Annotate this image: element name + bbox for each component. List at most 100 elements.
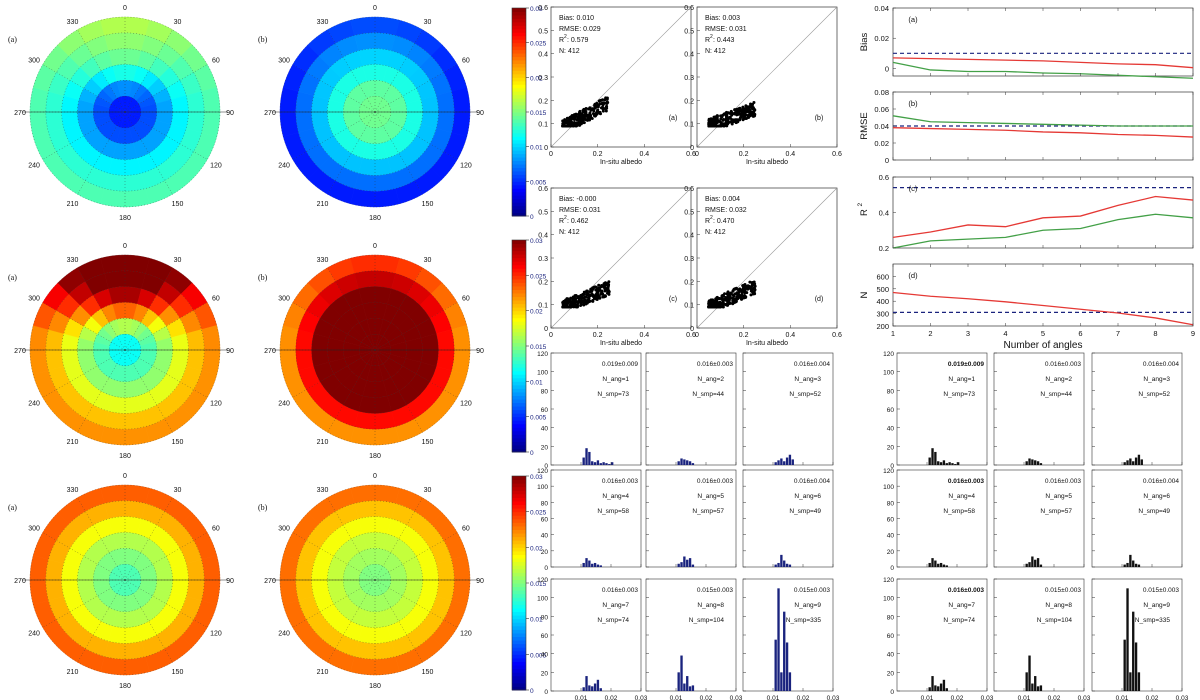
scatter-point [731, 293, 735, 297]
polar-angle-label: 60 [212, 526, 220, 533]
histogram-bar [937, 563, 940, 567]
colorbar-swatch [512, 427, 526, 432]
scatter-point [572, 116, 576, 120]
histogram-bar [1129, 554, 1132, 567]
scatter-point [595, 109, 599, 113]
scatter-point [721, 301, 725, 305]
colorbar-swatch [512, 174, 526, 179]
polar-angle-label: 330 [317, 257, 329, 264]
colorbar-swatch [512, 413, 526, 418]
x-tick-label: 0.02 [1048, 695, 1061, 700]
scatter-point [600, 289, 604, 293]
polar-plot-2-a: 0 30 60 90 120 150 180 210 240 270 300 330 (a) [8, 243, 234, 460]
colorbar-swatch [512, 53, 526, 58]
polar-angle-label: 180 [369, 683, 381, 690]
colorbar-swatch [512, 661, 526, 666]
scatter-point [569, 122, 573, 126]
colorbar-swatch [512, 607, 526, 613]
colorbar-swatch [512, 268, 526, 273]
colorbar-tick-label: 0.005 [530, 652, 547, 659]
scatter-point [583, 298, 587, 302]
colorbar-swatch [512, 181, 526, 186]
y-tick-label: 0.5 [538, 28, 548, 35]
scatter-point [601, 98, 605, 102]
x-tick-label: 1 [891, 329, 895, 338]
green-series-line [892, 213, 1194, 249]
histogram-bar [934, 685, 937, 691]
histogram-bar [599, 565, 602, 567]
histogram-n-smp: N_smp=57 [692, 508, 724, 515]
histogram-frame [550, 578, 642, 692]
x-tick-label: 0.4 [785, 151, 795, 158]
colorbar-swatch [512, 675, 526, 680]
histogram-bar [596, 460, 600, 465]
scatter-point [601, 295, 605, 299]
colorbar-swatch [512, 285, 526, 290]
scatter-point [747, 110, 751, 114]
y-tick-label: 0 [885, 64, 889, 73]
scatter-point [591, 298, 595, 302]
colorbar-swatch [512, 586, 526, 591]
y-tick-label: 20 [541, 670, 549, 677]
scatter-point [746, 114, 750, 118]
y-tick-label: 60 [887, 517, 895, 524]
y-tick-label: 0.4 [684, 233, 694, 240]
histogram-n-smp: N_smp=73 [597, 391, 629, 398]
colorbar-swatch [512, 91, 526, 96]
colorbar-swatch [512, 254, 526, 259]
bias-stat: Bias: 0.003 [705, 15, 740, 22]
polar-angle-label: 240 [278, 163, 290, 170]
scatter-point [605, 96, 609, 100]
colorbar-swatch [512, 21, 526, 26]
colorbar-tick-label: 0.015 [530, 344, 547, 351]
colorbar-swatch [512, 129, 526, 134]
colorbar-swatch [512, 342, 526, 347]
polar-plot-3-b: 0 30 60 90 120 150 180 210 240 270 300 330 (b) [258, 473, 484, 690]
histogram-stat: 0.016±0.003 [948, 478, 984, 485]
polar-spoke [124, 349, 173, 433]
histogram-bar [783, 560, 786, 567]
colorbar-swatch [512, 101, 526, 106]
histogram-bar [596, 564, 600, 567]
scatter-point [726, 116, 730, 120]
histogram-bar [1137, 564, 1141, 567]
x-tick-label: 0 [695, 332, 699, 339]
colorbar-swatch [512, 271, 526, 276]
colorbar-swatch [512, 243, 526, 248]
histogram-bar [942, 460, 946, 465]
colorbar-swatch [512, 384, 526, 389]
x-tick-label: 0.02 [605, 695, 618, 700]
polar-panel-letter: (a) [8, 273, 17, 282]
histogram-bar [948, 462, 951, 465]
colorbar-swatch [512, 14, 526, 19]
scatter-point [738, 118, 742, 122]
histogram-bar [591, 563, 594, 567]
y-tick-label: 80 [887, 500, 895, 507]
scatter-point [561, 119, 565, 123]
colorbar-swatch [512, 191, 526, 196]
polar-angle-label: 210 [317, 201, 329, 208]
colorbar-swatch [512, 533, 526, 538]
green-series-line [892, 61, 1194, 79]
polar-spoke [327, 497, 376, 581]
scatter-point [580, 112, 584, 116]
colorbar-swatch [512, 170, 526, 175]
colorbar-swatch [512, 314, 526, 319]
x-tick-label: 0.2 [739, 332, 749, 339]
polar-spoke [124, 497, 173, 581]
histogram-frame [645, 469, 737, 568]
histogram-bar [1134, 457, 1138, 465]
y-tick-label: 0.2 [684, 279, 694, 286]
colorbar-swatch [512, 46, 526, 51]
histogram-bar [608, 464, 611, 465]
histogram-bar [1039, 463, 1043, 465]
colorbar-swatch [512, 198, 526, 203]
histogram-n-smp: N_smp=58 [597, 508, 629, 515]
x-tick-label: 2 [928, 329, 932, 338]
y-tick-label: 0.4 [684, 52, 694, 59]
colorbar-tick-label: 0 [530, 214, 534, 221]
histogram-bar [582, 457, 585, 465]
histogram-n-ang: N_ang=9 [794, 602, 821, 609]
histogram-bar [783, 611, 786, 691]
scatter-point [744, 286, 748, 290]
